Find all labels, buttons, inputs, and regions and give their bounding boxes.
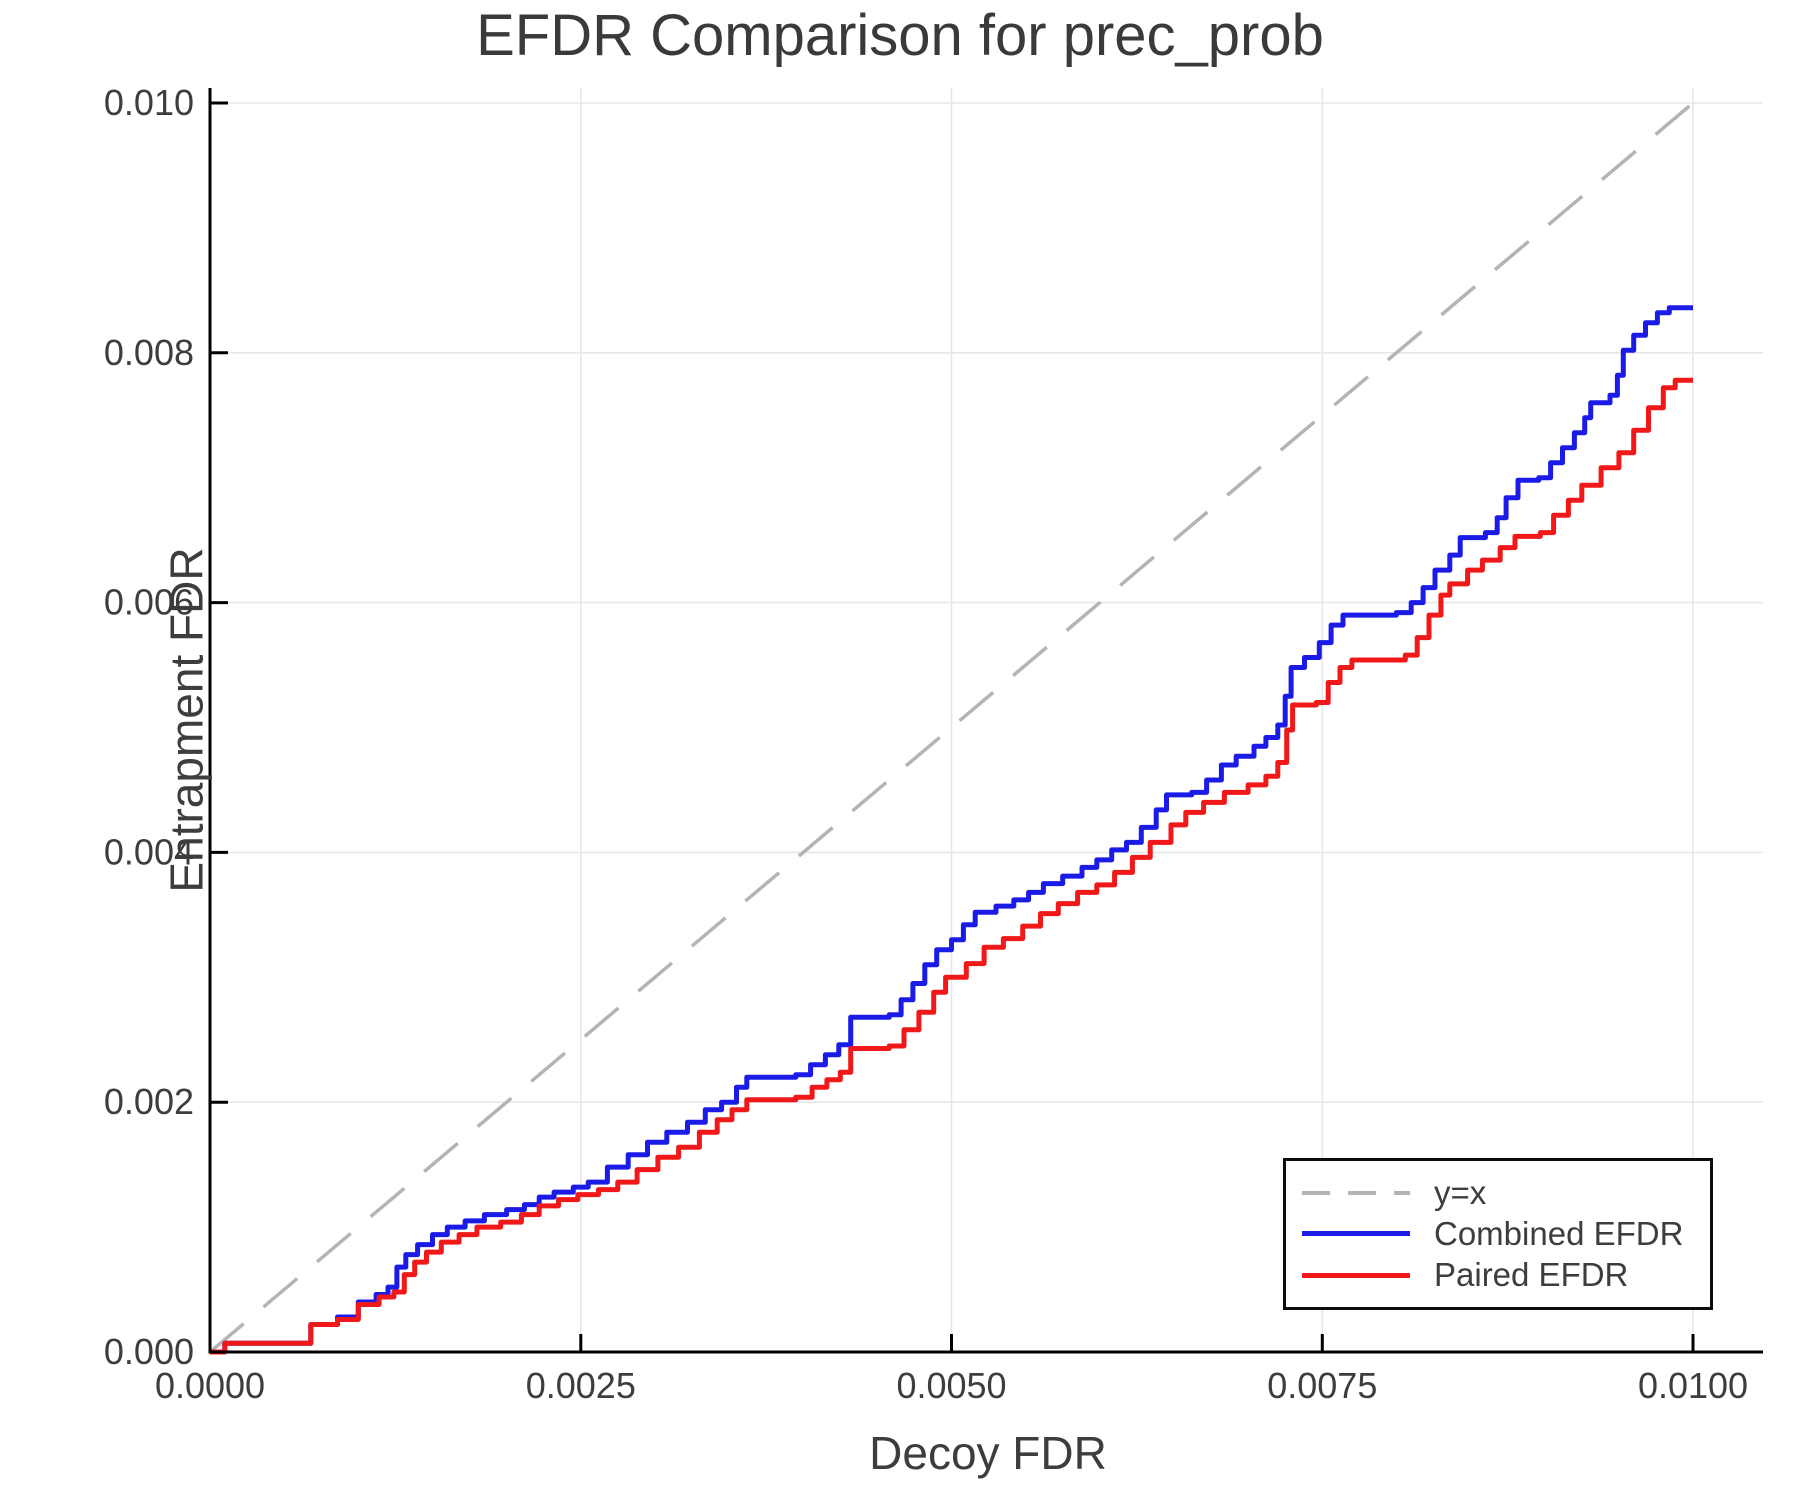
x-tick-label: 0.0000 (155, 1365, 265, 1406)
legend-item-yx: y=x (1302, 1173, 1710, 1211)
y-tick-label: 0.006 (104, 582, 194, 623)
x-axis-title: Decoy FDR (869, 1427, 1107, 1479)
y-axis-title: Entrapment FDR (160, 547, 213, 893)
legend-item-paired-efdr: Paired EFDR (1302, 1256, 1710, 1294)
x-tick-label: 0.0050 (896, 1365, 1006, 1406)
x-tick-label: 0.0075 (1267, 1365, 1377, 1406)
y-tick-label: 0.008 (104, 332, 194, 373)
yx-line-sample-icon (1302, 1190, 1410, 1195)
paired-efdr-line-sample-icon (1302, 1272, 1410, 1278)
y-tick-label: 0.002 (104, 1081, 194, 1122)
series-line-combined-efdr (210, 305, 1693, 1355)
chart-title: EFDR Comparison for prec_prob (476, 3, 1324, 68)
y-tick-label: 0.000 (104, 1331, 194, 1372)
legend: y=x Combined EFDR Paired EFDR (1283, 1158, 1713, 1310)
x-tick-label: 0.0100 (1638, 1365, 1748, 1406)
legend-label-yx: y=x (1434, 1173, 1487, 1211)
series-line-y-x (208, 101, 1695, 1354)
legend-label-combined-efdr: Combined EFDR (1434, 1214, 1684, 1252)
series-line-paired-efdr (210, 377, 1693, 1355)
x-tick-label: 0.0025 (526, 1365, 636, 1406)
y-tick-label: 0.010 (104, 82, 194, 123)
legend-label-paired-efdr: Paired EFDR (1434, 1256, 1629, 1294)
combined-efdr-line-sample-icon (1302, 1231, 1410, 1237)
y-tick-label: 0.004 (104, 831, 194, 872)
legend-item-combined-efdr: Combined EFDR (1302, 1214, 1710, 1252)
